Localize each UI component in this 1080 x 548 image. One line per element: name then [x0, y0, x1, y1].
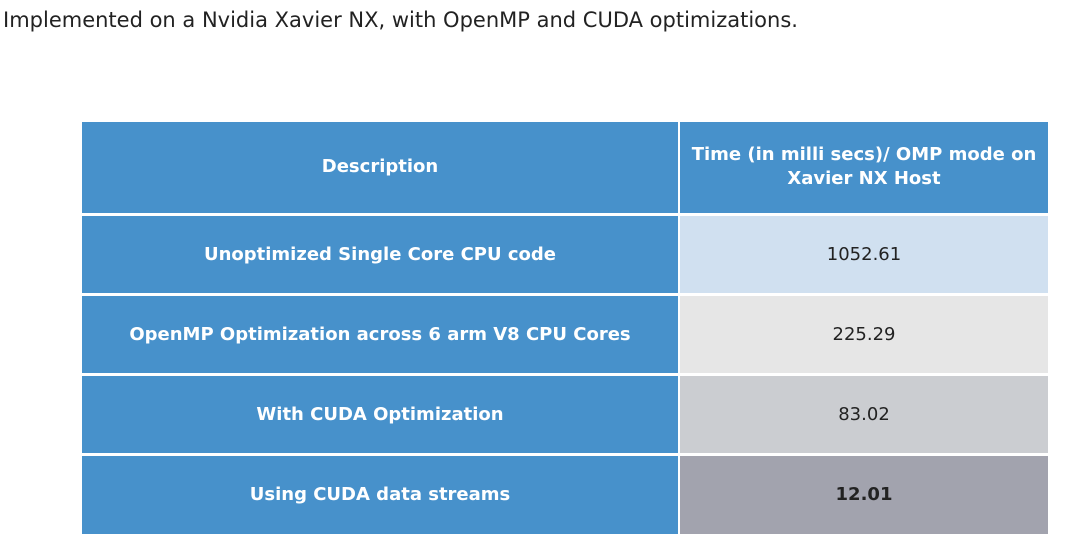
performance-table: Description Time (in milli secs)/ OMP mo…	[82, 122, 1048, 534]
row-time: 1052.61	[678, 212, 1048, 294]
table-row: Using CUDA data streams 12.01	[82, 452, 1048, 534]
table-header-row: Description Time (in milli secs)/ OMP mo…	[82, 122, 1048, 214]
row-description: Using CUDA data streams	[82, 452, 679, 534]
row-time: 83.02	[678, 372, 1048, 454]
row-time: 225.29	[678, 292, 1048, 374]
header-description: Description	[82, 122, 679, 214]
row-time: 12.01	[678, 452, 1048, 534]
table-row: With CUDA Optimization 83.02	[82, 372, 1048, 454]
row-description: OpenMP Optimization across 6 arm V8 CPU …	[82, 292, 679, 374]
header-time: Time (in milli secs)/ OMP mode on Xavier…	[678, 122, 1048, 214]
table-row: OpenMP Optimization across 6 arm V8 CPU …	[82, 292, 1048, 374]
row-description: Unoptimized Single Core CPU code	[82, 212, 679, 294]
table-row: Unoptimized Single Core CPU code 1052.61	[82, 212, 1048, 294]
intro-text: Implemented on a Nvidia Xavier NX, with …	[3, 8, 798, 32]
row-description: With CUDA Optimization	[82, 372, 679, 454]
